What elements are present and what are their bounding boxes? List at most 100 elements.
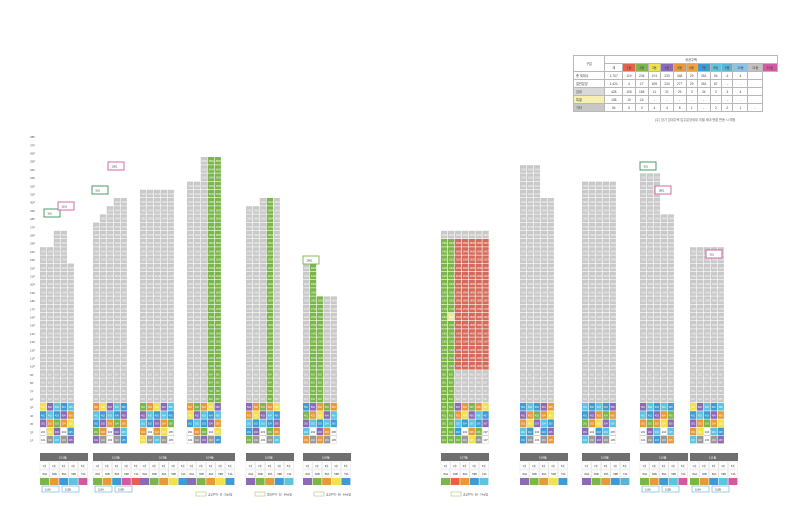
unit-label: 2102 [449,275,455,278]
unit-label: 1501 [304,324,310,327]
unit-label: 703 [705,390,710,393]
unit-label: 1907 [483,291,489,294]
unit-cell [140,271,147,280]
unit-label: 104 [115,439,120,442]
unit-cell [200,337,208,345]
unit-label: 603 [202,398,207,401]
unit-label: 1303 [597,341,603,344]
unit-label: 2802 [148,218,154,221]
plan-color-cell [59,478,69,485]
unit-cell [93,435,100,444]
plan-cell-label: 74A [681,472,686,476]
unit-label: 2501 [247,242,253,245]
unit-cell [99,353,107,362]
unit-label: 3003 [597,201,603,204]
unit-label: 1501 [521,324,527,327]
unit-cell [246,280,253,288]
unit-cell [153,394,161,403]
unit-label: 1402 [48,332,54,335]
unit-label: 1906 [477,291,483,294]
unit-label: 2403 [456,250,462,253]
unit-label: 2603 [261,234,267,237]
unit-label: 1105 [169,357,175,360]
unit-label: 1303 [202,341,208,344]
unit-label: 1507 [483,324,489,327]
unit-label: 1804 [162,300,168,303]
unit-label: 1905 [275,291,281,294]
unit-label: 502 [528,406,533,409]
unit-label: 2101 [691,275,697,278]
unit-cell [53,255,61,263]
unit-label: 3105 [611,193,617,196]
unit-label: 1006 [477,365,483,368]
plan-cell-label: 5호 [181,464,185,468]
unit-label: 2603 [202,234,208,237]
unit-label: 1003 [456,365,462,368]
unit-label: 203 [318,431,323,434]
unit-label: 402 [101,414,106,417]
unit-cell [160,230,167,239]
unit-label: 404 [62,414,67,417]
unit-label: 1602 [528,316,534,319]
plan-cell-label: 2호 [453,464,457,468]
unit-cell [53,321,61,329]
unit-label: 1001 [583,365,589,368]
unit-label: 2003 [202,283,208,286]
unit-label: 2407 [483,250,489,253]
unit-label: 1403 [597,332,603,335]
unit-label: 701 [583,390,588,393]
unit-label: 604 [268,398,273,401]
unit-cell [246,222,253,231]
unit-label: 1103 [55,357,61,360]
unit-label: 2002 [311,283,317,286]
unit-label: 2203 [597,267,603,270]
unit-label: 702 [590,390,595,393]
unit-label: 301 [691,423,696,426]
unit-label: 1801 [442,300,448,303]
unit-label: 302 [648,423,653,426]
unit-label: 1502 [148,324,154,327]
unit-cell [140,206,147,214]
unit-label: 1004 [463,365,469,368]
unit-label: 1502 [254,324,260,327]
plan-cell-label: 3호 [604,464,608,468]
unit-label: 3303 [535,177,541,180]
unit-label: 3204 [209,185,215,188]
floor-label: 28F [30,217,35,221]
unit-label: 2803 [655,218,661,221]
unit-cell [53,271,61,280]
unit-label: 1403 [318,332,324,335]
unit-label: 1503 [705,324,711,327]
unit-label: 304 [62,423,67,426]
unit-cell [106,337,114,345]
unit-cell [207,427,215,436]
unit-cell [46,419,54,427]
unit-label: 405 [332,414,337,417]
unit-label: 1902 [698,291,704,294]
unit-label: 1503 [597,324,603,327]
unit-label: 1803 [535,300,541,303]
unit-cell [246,321,253,329]
unit-label: 604 [209,398,214,401]
unit-label: 1201 [442,349,448,352]
unit-label: 803 [535,382,540,385]
floor-label: 6F [30,398,34,402]
unit-label: 701 [188,390,193,393]
column-header: 12동 [761,63,779,72]
unit-label: 205 [549,431,554,434]
unit-label: 603 [261,398,266,401]
plan-cell-label: 2호 [594,464,598,468]
unit-label: 905 [611,373,616,376]
unit-label: 804 [325,382,330,385]
unit-label: 2502 [590,242,596,245]
plan-cell-label: 2호 [52,464,56,468]
unit-label: 1803 [155,300,161,303]
unit-cell [113,370,120,378]
unit-label: 202 [311,430,316,434]
unit-label: 2003 [535,283,541,286]
unit-label: 1704 [268,308,274,311]
unit-label: 1101 [691,357,697,360]
plan-cell-label: 84A [306,472,311,476]
unit-label: 1304 [662,341,668,344]
